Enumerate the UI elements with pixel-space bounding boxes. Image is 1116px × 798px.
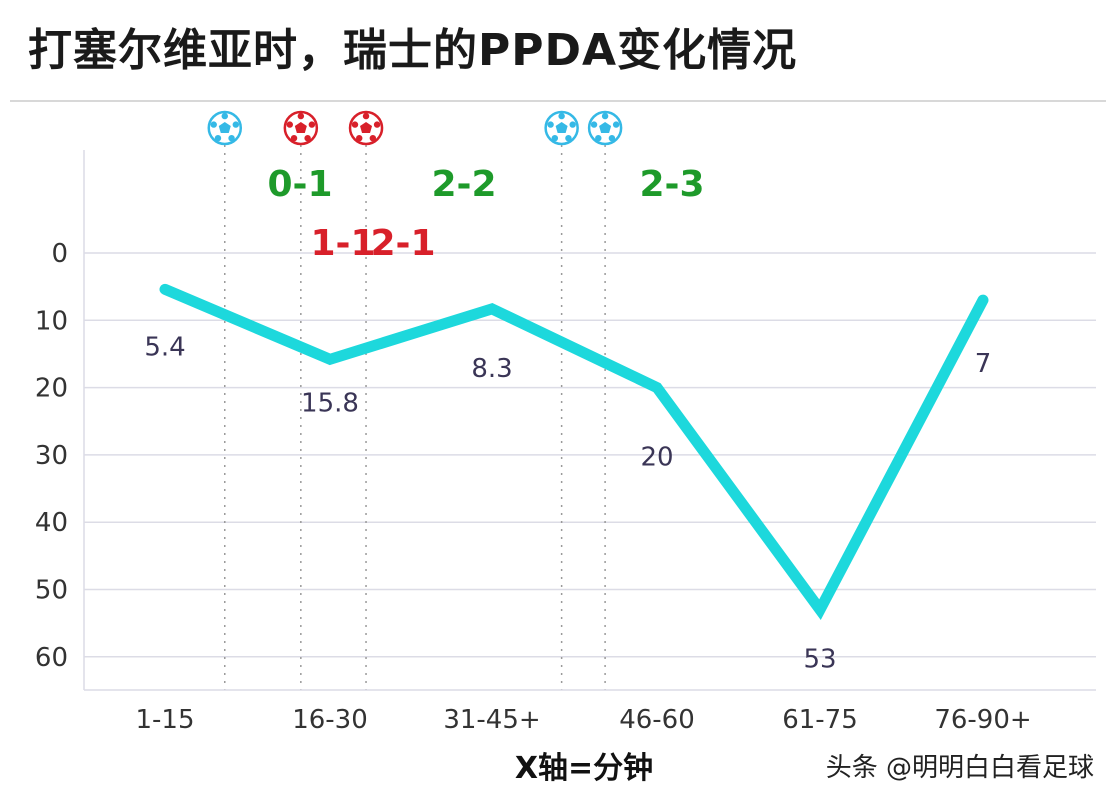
data-point-31-45+ xyxy=(487,303,497,314)
series-line-ppda xyxy=(159,283,989,621)
y-tick-label-30: 30 xyxy=(35,441,68,471)
chart-title: 打塞尔维亚时，瑞士的PPDA变化情况 xyxy=(28,25,798,76)
data-label-31-45+: 8.3 xyxy=(471,354,512,384)
goal-events: 0-1 1-12-1 2-2 2-3 xyxy=(207,110,705,264)
data-point-16-30 xyxy=(325,354,335,365)
soccer-ball-icon-48 xyxy=(587,110,623,146)
data-point-1-15 xyxy=(160,284,170,295)
data-label-46-60: 20 xyxy=(640,443,673,473)
grid-lines xyxy=(84,252,1096,658)
soccer-ball-icon-20 xyxy=(283,110,319,146)
soccer-ball-icon-26 xyxy=(348,110,384,146)
data-point-76-90+ xyxy=(978,295,988,306)
x-tick-label-76-90+: 76-90+ xyxy=(934,705,1031,735)
y-tick-label-40: 40 xyxy=(35,508,68,538)
x-axis-title: X轴=分钟 xyxy=(515,751,653,786)
score-label-0-1: 0-1 xyxy=(267,164,332,205)
soccer-ball-icon-13 xyxy=(207,110,243,146)
y-tick-label-60: 60 xyxy=(35,643,68,673)
score-label-2-3: 2-3 xyxy=(639,164,704,205)
score-label-2-1: 2-1 xyxy=(370,223,435,264)
x-tick-label-46-60: 46-60 xyxy=(619,705,695,735)
data-labels: 5.4 15.8 8.3 20 53 7 xyxy=(144,332,991,674)
soccer-ball-icon-44 xyxy=(544,110,579,146)
x-tick-label-1-15: 1-15 xyxy=(135,705,194,735)
score-label-1-1: 1-1 xyxy=(310,223,375,264)
x-tick-label-31-45+: 31-45+ xyxy=(443,705,540,735)
title-divider xyxy=(10,100,1106,102)
y-tick-label-0: 0 xyxy=(51,239,68,269)
axes: 0 10 20 30 40 50 60 1-15 16-30 31-45+ 46-60 61-75 76… xyxy=(35,150,1096,735)
data-label-61-75: 53 xyxy=(803,645,836,675)
y-tick-label-20: 20 xyxy=(35,374,68,404)
source-watermark: 头条 @明明白白看足球 xyxy=(825,753,1094,783)
score-label-2-2: 2-2 xyxy=(431,164,496,205)
data-label-1-15: 5.4 xyxy=(144,332,185,362)
series-ppda xyxy=(159,283,989,621)
y-tick-label-50: 50 xyxy=(35,576,68,606)
data-point-46-60 xyxy=(652,382,662,393)
x-tick-label-61-75: 61-75 xyxy=(782,705,858,735)
data-label-76-90+: 7 xyxy=(975,349,992,379)
data-point-61-75 xyxy=(815,604,825,615)
y-tick-label-10: 10 xyxy=(35,306,68,336)
x-tick-label-16-30: 16-30 xyxy=(292,705,368,735)
data-label-16-30: 15.8 xyxy=(301,388,359,418)
goal-event-lines xyxy=(224,145,606,690)
